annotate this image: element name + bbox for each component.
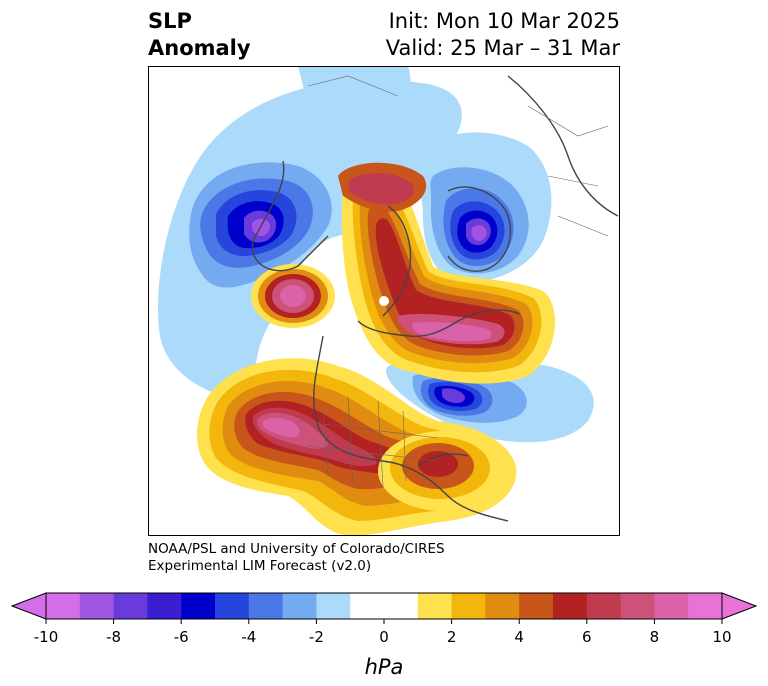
negative-anomaly-greenland — [417, 132, 552, 282]
colorbar-tick-label: 10 — [712, 628, 731, 646]
positive-anomaly-southeast-us — [378, 431, 508, 511]
colorbar-bin — [688, 593, 723, 619]
colorbar-bin — [113, 593, 148, 619]
colorbar-tick-label: 0 — [379, 628, 389, 646]
colorbar-bin — [248, 593, 284, 619]
positive-anomaly-arctic — [341, 164, 555, 384]
colorbar-tick-label: -6 — [174, 628, 189, 646]
colorbar-tick-label: -8 — [106, 628, 121, 646]
colorbar-bin — [316, 593, 351, 619]
colorbar-tick-label: -2 — [309, 628, 324, 646]
positive-anomaly-siberia — [338, 162, 427, 212]
positive-anomaly-gulf-alaska — [251, 264, 335, 328]
colorbar-bin — [553, 593, 588, 619]
colorbar-bin — [350, 593, 385, 619]
title-line-2: Anomaly — [148, 36, 251, 60]
init-date: Init: Mon 10 Mar 2025 — [388, 9, 620, 33]
colorbar-bin — [586, 593, 622, 619]
map-title: SLP Anomaly — [148, 8, 251, 62]
colorbar: -10 -8 -6 -4 -2 0 2 4 6 8 10 hPa — [10, 592, 758, 679]
colorbar-bin — [282, 593, 317, 619]
colorbar-bin — [215, 593, 250, 619]
coastlines — [251, 75, 619, 522]
colorbar-tick-label: 8 — [650, 628, 660, 646]
colorbar-bin — [485, 593, 520, 619]
colorbar-bin — [519, 593, 554, 619]
colorbar-tick-label: -4 — [241, 628, 256, 646]
negative-anomaly-north — [298, 66, 411, 138]
north-pole-marker — [379, 296, 389, 306]
colorbar-bin — [654, 593, 689, 619]
colorbar-tick-label: 6 — [582, 628, 592, 646]
slp-anomaly-map — [148, 66, 620, 536]
borders — [297, 75, 609, 487]
colorbar-tick-label: 4 — [514, 628, 524, 646]
forecast-dates: Init: Mon 10 Mar 2025 Valid: 25 Mar – 31… — [386, 8, 620, 62]
colorbar-bin — [46, 593, 81, 619]
colorbar-bin — [451, 593, 486, 619]
valid-period: Valid: 25 Mar – 31 Mar — [385, 36, 620, 60]
credit-text: NOAA/PSL and University of Colorado/CIRE… — [148, 541, 445, 575]
colorbar-tick-label: 2 — [447, 628, 457, 646]
colorbar-tick-label: -10 — [34, 628, 59, 646]
colorbar-extend-low — [10, 592, 47, 620]
colorbar-bin — [384, 593, 419, 619]
title-line-1: SLP — [148, 9, 192, 33]
colorbar-unit-label: hPa — [365, 655, 404, 679]
credit-line-2: Experimental LIM Forecast (v2.0) — [148, 558, 372, 574]
colorbar-bin — [147, 593, 182, 619]
colorbar-bin — [79, 593, 115, 619]
colorbar-bin — [181, 593, 216, 619]
credit-line-1: NOAA/PSL and University of Colorado/CIRE… — [148, 541, 445, 557]
colorbar-bin — [417, 593, 453, 619]
colorbar-bin — [620, 593, 655, 619]
colorbar-extend-high — [721, 592, 758, 620]
